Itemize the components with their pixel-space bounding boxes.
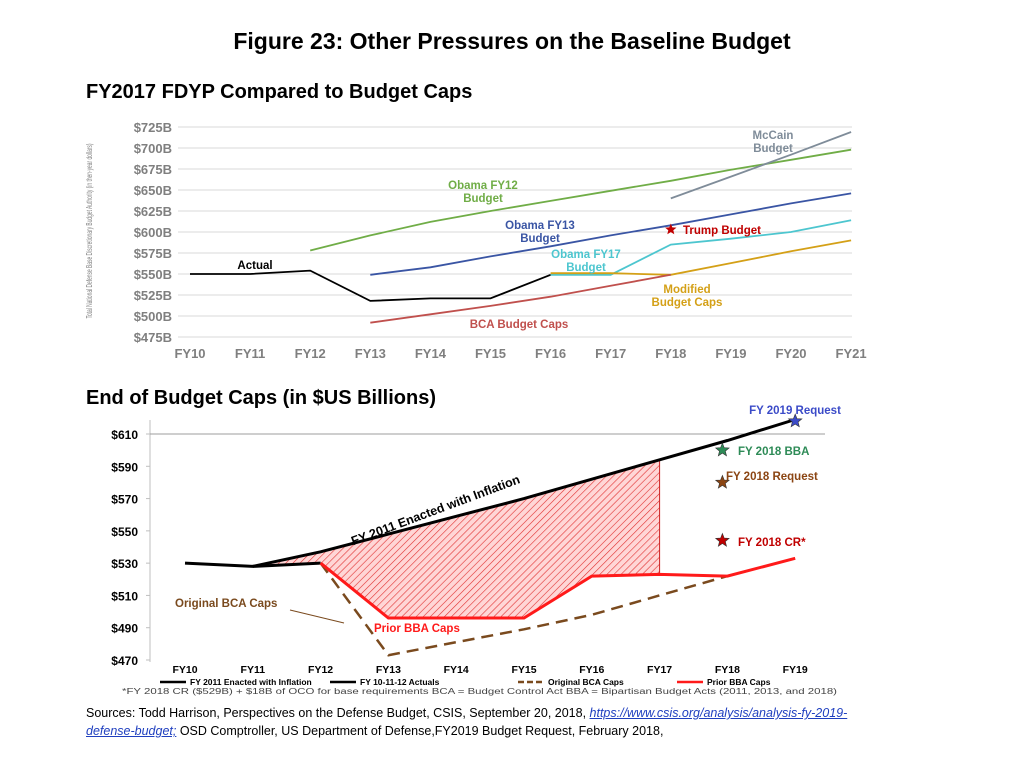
y-tick-label: $575B <box>134 246 172 261</box>
legend-label: FY 10-11-12 Actuals <box>360 677 440 687</box>
legend-label: FY 2011 Enacted with Inflation <box>190 677 312 687</box>
x-tick-label: FY20 <box>775 346 806 361</box>
series-annotation: Budget <box>566 262 606 274</box>
x-tick-label: FY19 <box>715 346 746 361</box>
gap-area-hatch <box>252 459 660 618</box>
series-line <box>670 131 852 200</box>
x-tick-label: FY19 <box>783 664 808 676</box>
y-axis-label: Total National Defense Base Discretionar… <box>85 143 94 318</box>
y-tick-label: $550 <box>111 525 138 539</box>
x-tick-label: FY21 <box>836 346 867 361</box>
chart1-heading: FY2017 FDYP Compared to Budget Caps <box>86 81 473 103</box>
series-annotation: BCA Budget Caps <box>470 319 569 331</box>
point-label: FY 2019 Request <box>749 405 841 417</box>
x-tick-label: FY10 <box>174 346 205 361</box>
series-annotation: Modified <box>663 284 710 296</box>
y-tick-label: $590 <box>111 460 138 474</box>
line-annotation: Original BCA Caps <box>175 598 277 610</box>
y-tick-label: $550B <box>134 267 172 282</box>
chart2-heading: End of Budget Caps (in $US Billions) <box>86 387 436 409</box>
point-label: FY 2018 CR* <box>738 537 806 549</box>
y-tick-label: $470 <box>111 654 138 668</box>
series-line <box>370 192 852 276</box>
series-annotation: Budget Caps <box>652 297 723 309</box>
series-line <box>319 562 728 657</box>
series-line <box>550 219 852 276</box>
sources-note: Sources: Todd Harrison, Perspectives on … <box>86 704 886 740</box>
star-marker <box>714 474 730 489</box>
x-tick-label: FY10 <box>172 664 197 676</box>
x-tick-label: FY16 <box>579 664 604 676</box>
x-tick-label: FY12 <box>308 664 333 676</box>
legend-label: Original BCA Caps <box>548 677 624 687</box>
legend-label: Prior BBA Caps <box>707 677 771 687</box>
series-line <box>550 239 852 276</box>
y-tick-label: $600B <box>134 225 172 240</box>
y-tick-label: $650B <box>134 183 172 198</box>
x-tick-label: FY15 <box>511 664 536 676</box>
y-tick-label: $475B <box>134 330 172 345</box>
footnote: *FY 2018 CR ($529B) + $18B of OCO for ba… <box>122 687 837 696</box>
x-tick-label: FY11 <box>241 664 266 676</box>
y-tick-label: $625B <box>134 204 172 219</box>
line-annotation: FY 2011 Enacted with Inflation <box>349 472 522 548</box>
y-tick-label: $570 <box>111 493 138 507</box>
series-annotation: Obama FY12 <box>448 180 518 192</box>
star-marker <box>665 223 677 235</box>
x-tick-label: FY17 <box>595 346 626 361</box>
series-annotation: Trump Budget <box>683 225 761 237</box>
series-annotation: McCain <box>753 130 794 142</box>
y-tick-label: $725B <box>134 120 172 135</box>
x-tick-label: FY11 <box>235 346 265 361</box>
point-label: FY 2018 BBA <box>738 446 809 458</box>
series-annotation: Obama FY13 <box>505 220 575 232</box>
star-marker <box>714 532 730 547</box>
series-line <box>184 561 321 568</box>
series-annotation: Obama FY17 <box>551 249 621 261</box>
series-line <box>370 273 671 324</box>
x-tick-label: FY12 <box>295 346 326 361</box>
page-title: Figure 23: Other Pressures on the Baseli… <box>233 28 791 54</box>
x-tick-label: FY13 <box>355 346 386 361</box>
x-tick-label: FY18 <box>715 664 740 676</box>
series-annotation: Budget <box>520 233 560 245</box>
series-line <box>190 269 551 302</box>
x-tick-label: FY17 <box>647 664 672 676</box>
y-tick-label: $490 <box>111 622 138 636</box>
gap-area-fill <box>252 459 660 618</box>
line-annotation: Prior BBA Caps <box>374 623 460 635</box>
x-tick-label: FY14 <box>444 664 469 676</box>
y-tick-label: $525B <box>134 288 172 303</box>
x-tick-label: FY14 <box>415 346 447 361</box>
y-tick-label: $610 <box>111 428 138 442</box>
star-marker <box>714 442 730 457</box>
x-tick-label: FY18 <box>655 346 686 361</box>
sources-link[interactable]: https://www.csis.org/analysis/analysis-f… <box>86 706 848 738</box>
series-annotation: Budget <box>463 193 503 205</box>
series-line <box>252 418 796 568</box>
point-label: FY 2018 Request <box>726 471 818 483</box>
y-tick-label: $700B <box>134 141 172 156</box>
y-tick-label: $530 <box>111 557 138 571</box>
x-tick-label: FY16 <box>535 346 566 361</box>
y-tick-label: $675B <box>134 162 172 177</box>
series-line <box>309 148 852 252</box>
x-tick-label: FY13 <box>376 664 401 676</box>
x-tick-label: FY15 <box>475 346 506 361</box>
sources-prefix: Sources: Todd Harrison, Perspectives on … <box>86 706 590 720</box>
y-tick-label: $500B <box>134 309 172 324</box>
series-annotation: Budget <box>753 143 793 155</box>
series-annotation: Actual <box>237 260 272 272</box>
y-tick-label: $510 <box>111 589 138 603</box>
star-marker <box>787 413 803 428</box>
sources-suffix: OSD Comptroller, US Department of Defens… <box>176 724 664 738</box>
series-line <box>319 556 796 620</box>
annotation-leader <box>289 609 345 624</box>
